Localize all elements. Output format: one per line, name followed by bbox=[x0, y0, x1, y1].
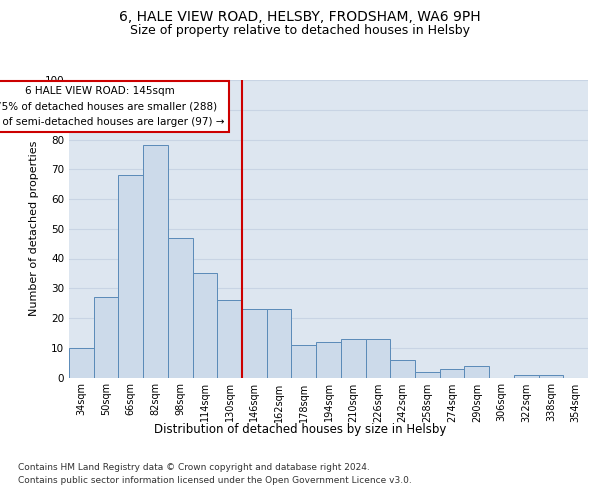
Bar bbox=[242, 309, 267, 378]
Text: Size of property relative to detached houses in Helsby: Size of property relative to detached ho… bbox=[130, 24, 470, 37]
Text: 6, HALE VIEW ROAD, HELSBY, FRODSHAM, WA6 9PH: 6, HALE VIEW ROAD, HELSBY, FRODSHAM, WA6… bbox=[119, 10, 481, 24]
Bar bbox=[440, 368, 464, 378]
Bar bbox=[118, 175, 143, 378]
Bar bbox=[341, 339, 365, 378]
Bar bbox=[316, 342, 341, 378]
Y-axis label: Number of detached properties: Number of detached properties bbox=[29, 141, 39, 316]
Text: Distribution of detached houses by size in Helsby: Distribution of detached houses by size … bbox=[154, 422, 446, 436]
Bar bbox=[94, 297, 118, 378]
Bar bbox=[143, 146, 168, 378]
Bar bbox=[539, 374, 563, 378]
Bar bbox=[514, 374, 539, 378]
Bar bbox=[390, 360, 415, 378]
Text: 6 HALE VIEW ROAD: 145sqm
← 75% of detached houses are smaller (288)
25% of semi-: 6 HALE VIEW ROAD: 145sqm ← 75% of detach… bbox=[0, 86, 224, 127]
Bar bbox=[464, 366, 489, 378]
Bar bbox=[365, 339, 390, 378]
Bar bbox=[292, 345, 316, 378]
Bar bbox=[415, 372, 440, 378]
Text: Contains public sector information licensed under the Open Government Licence v3: Contains public sector information licen… bbox=[18, 476, 412, 485]
Bar bbox=[217, 300, 242, 378]
Bar bbox=[168, 238, 193, 378]
Bar bbox=[69, 348, 94, 378]
Bar bbox=[267, 309, 292, 378]
Bar bbox=[193, 274, 217, 378]
Text: Contains HM Land Registry data © Crown copyright and database right 2024.: Contains HM Land Registry data © Crown c… bbox=[18, 462, 370, 471]
